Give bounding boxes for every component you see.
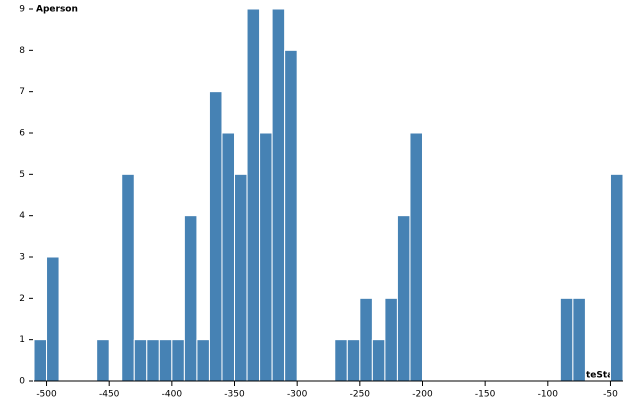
y-tick-label: 5 [19,170,25,180]
y-tick-label: 9 [19,5,25,15]
bar [46,256,60,382]
x-tick-label: -250 [350,390,371,400]
bar [33,339,48,382]
bar [171,339,185,382]
bar [133,339,148,382]
bar [371,339,386,382]
x-tick-label: -50 [603,390,618,400]
y-tick-label: 2 [19,294,25,304]
x-tick-label: -350 [224,390,245,400]
bar [284,49,298,382]
x-tick-label: -300 [287,390,308,400]
x-tick-label: -150 [475,390,496,400]
x-tick-label: -100 [538,390,559,400]
bar [396,215,411,382]
bar [208,91,223,382]
bar [271,8,286,382]
bar [158,339,173,382]
bar [572,297,586,382]
y-tick-label: 4 [19,211,25,221]
bar [609,173,624,382]
bar [346,339,361,382]
y-tick-label: 8 [19,46,25,56]
bar [183,215,198,382]
y-tick-label: 6 [19,129,25,139]
bar [334,339,348,382]
x-tick-label: -400 [162,390,183,400]
x-axis-title: dateStart [573,371,622,381]
bar [384,297,398,382]
bar [96,339,110,382]
bar [359,297,373,382]
bar [196,339,210,382]
x-tick-label: -450 [99,390,120,400]
bar [221,132,236,382]
bar [409,132,423,382]
bar [121,173,135,382]
y-axis-title: Aperson [36,5,78,15]
x-tick-label: -500 [36,390,57,400]
bar [259,132,273,382]
y-tick-label: 7 [19,87,25,97]
bar [559,297,574,382]
x-tick-label: -200 [412,390,433,400]
y-tick-label: 1 [19,335,25,345]
y-tick-label: 0 [19,377,25,387]
bar [246,8,261,382]
bar [234,173,248,382]
y-tick-label: 3 [19,253,25,263]
bar [146,339,160,382]
